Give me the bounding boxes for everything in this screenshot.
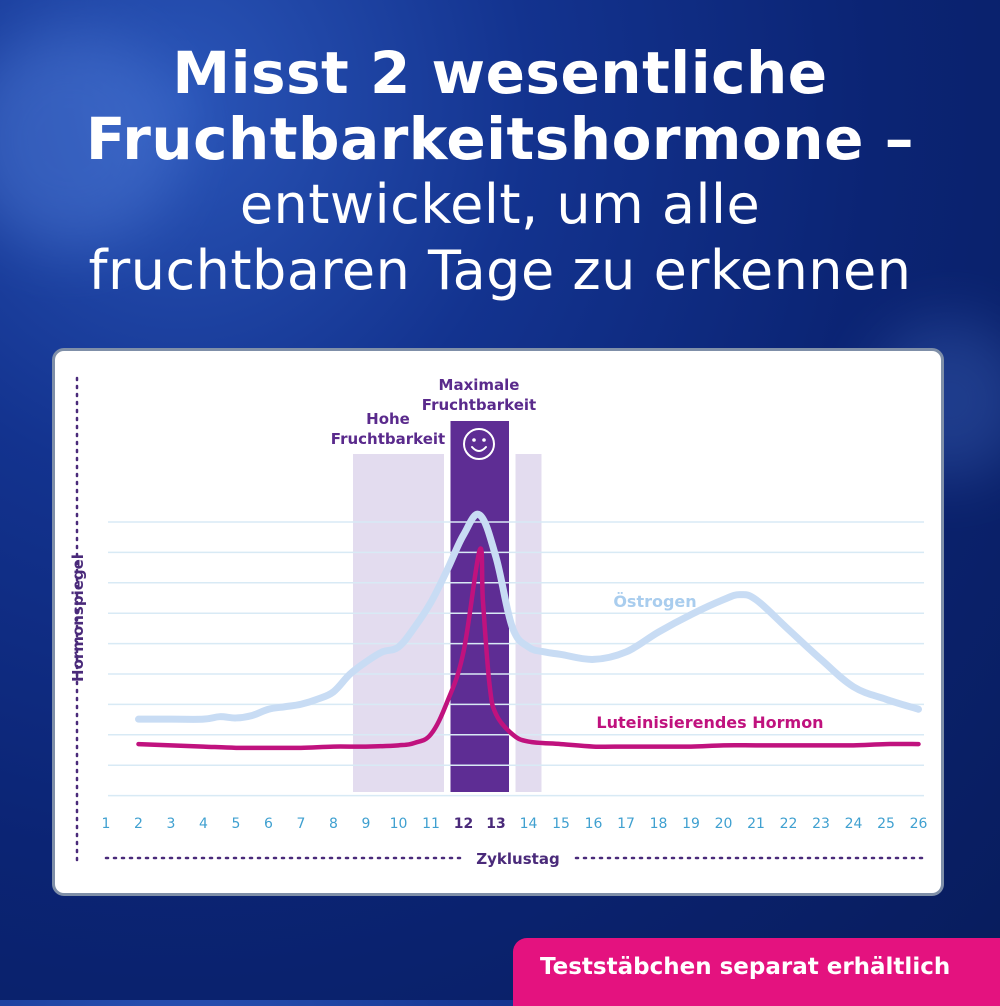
x-tick-label: 14 — [520, 816, 538, 832]
smiley-icon-eye — [482, 438, 486, 442]
headline: Misst 2 wesentliche Fruchtbarkeitshormon… — [0, 40, 1000, 304]
peak-fertility-label: Maximale — [439, 376, 520, 394]
sticks-sold-separately-badge: Teststäbchen separat erhältlich — [513, 938, 1000, 1006]
x-tick-label: 23 — [812, 816, 830, 832]
series-label-oestrogen: Östrogen — [613, 592, 696, 611]
x-tick-label: 20 — [715, 816, 733, 832]
smiley-icon — [463, 428, 495, 460]
x-tick-label: 12 — [454, 816, 473, 832]
smiley-icon-eye — [472, 438, 476, 442]
headline-line-1: Misst 2 wesentliche — [172, 39, 828, 107]
x-tick-label: 7 — [297, 816, 306, 832]
x-tick-label: 11 — [422, 816, 440, 832]
x-tick-label: 8 — [329, 816, 338, 832]
x-tick-label: 15 — [552, 816, 570, 832]
headline-line-2: Fruchtbarkeitshormone – — [85, 105, 915, 173]
x-axis-label: Zyklustag — [476, 850, 559, 868]
x-tick-label: 18 — [650, 816, 668, 832]
high-fertility-label: Hohe — [366, 410, 410, 428]
x-tick-label: 16 — [585, 816, 603, 832]
x-tick-label: 26 — [910, 816, 928, 832]
x-tick-label: 2 — [134, 816, 143, 832]
series-line-lh — [136, 546, 921, 751]
series-line-oestrogen — [135, 510, 922, 723]
high-fertility-band-after — [515, 454, 542, 792]
smiley-icon-mouth — [471, 446, 487, 452]
high-fertility-band — [353, 454, 444, 792]
x-tick-label: 17 — [617, 816, 635, 832]
x-tick-label: 4 — [199, 816, 208, 832]
x-tick-label: 3 — [167, 816, 176, 832]
headline-line-4: fruchtbaren Tage zu erkennen — [88, 239, 912, 302]
peak-fertility-band — [450, 421, 509, 792]
x-tick-label: 9 — [362, 816, 371, 832]
x-tick-label: 25 — [877, 816, 895, 832]
peak-fertility-label: Fruchtbarkeit — [422, 396, 536, 414]
x-tick-label: 5 — [232, 816, 241, 832]
x-tick-label: 22 — [780, 816, 798, 832]
x-tick-label: 1 — [102, 816, 111, 832]
headline-line-3: entwickelt, um alle — [239, 173, 761, 236]
x-tick-label: 19 — [682, 816, 700, 832]
badge-label: Teststäbchen separat erhältlich — [540, 954, 951, 980]
x-tick-label: 6 — [264, 816, 273, 832]
x-tick-label: 21 — [747, 816, 765, 832]
series-label-lh: Luteinisierendes Hormon — [596, 713, 823, 732]
y-axis-label: Hormonspiegel — [69, 554, 87, 682]
x-tick-label: 24 — [845, 816, 863, 832]
high-fertility-label: Fruchtbarkeit — [331, 430, 445, 448]
x-tick-label: 10 — [390, 816, 408, 832]
background-glow — [0, 30, 180, 250]
x-tick-label: 13 — [486, 816, 505, 832]
